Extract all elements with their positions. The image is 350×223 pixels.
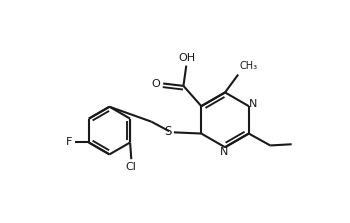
Text: CH₃: CH₃ xyxy=(240,62,258,71)
Text: S: S xyxy=(164,125,171,138)
Text: N: N xyxy=(249,99,257,109)
Text: F: F xyxy=(66,137,72,147)
Text: O: O xyxy=(152,78,160,89)
Text: Cl: Cl xyxy=(126,162,137,172)
Text: OH: OH xyxy=(179,53,196,63)
Text: N: N xyxy=(220,147,229,157)
